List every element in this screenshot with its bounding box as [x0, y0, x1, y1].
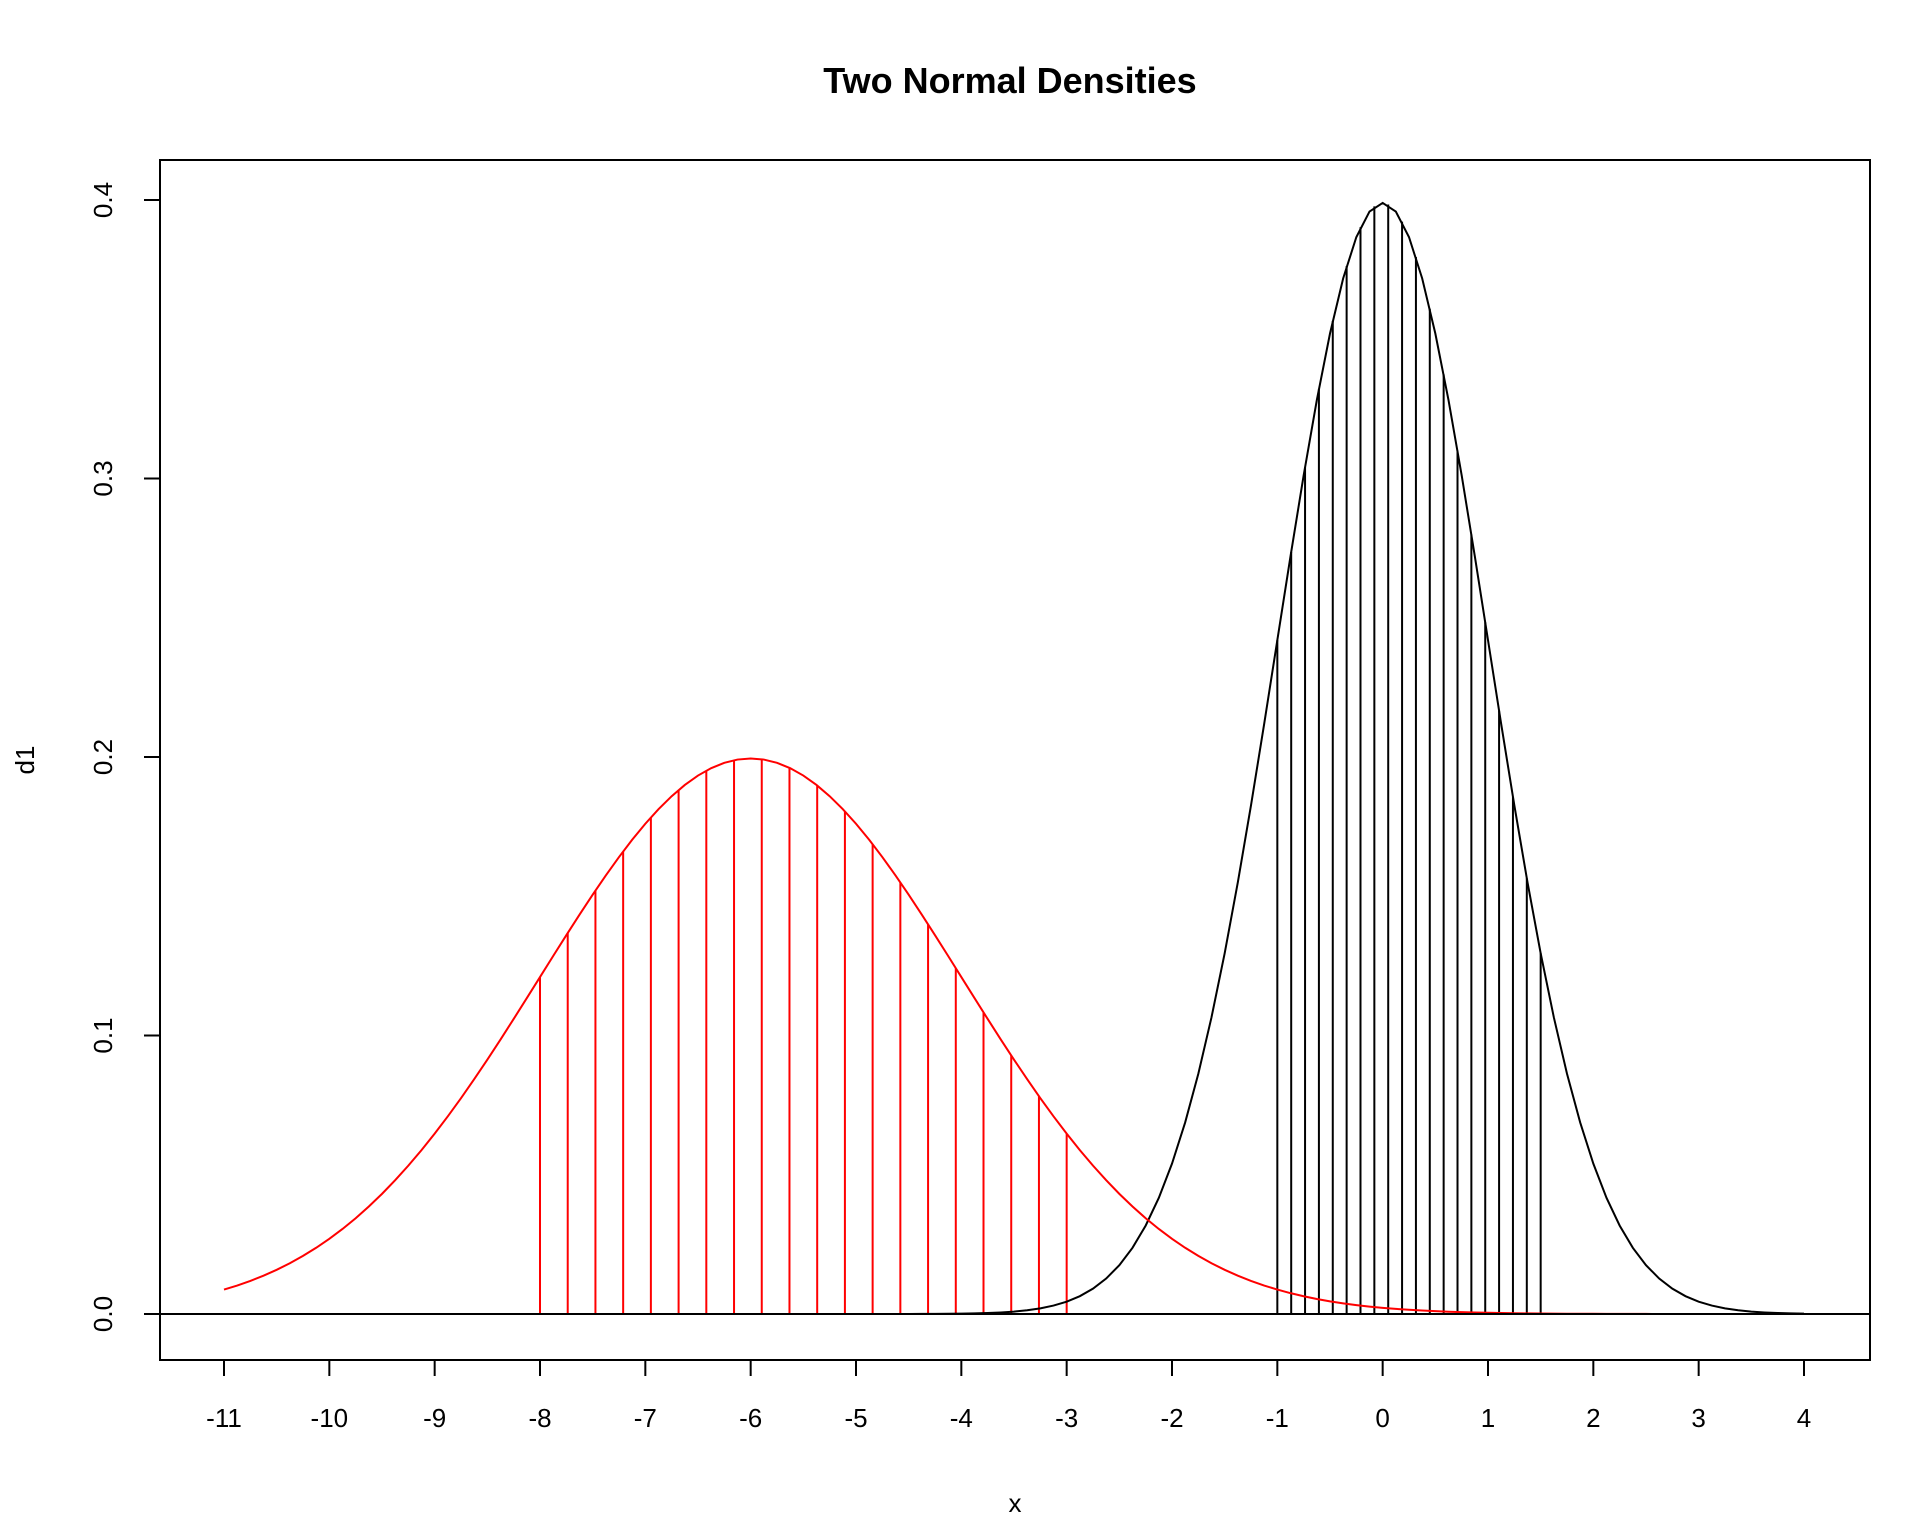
- x-tick-label: -7: [634, 1403, 657, 1433]
- y-axis-label: d1: [10, 746, 40, 775]
- y-tick-label: 0.4: [88, 182, 118, 218]
- x-axis-label: x: [1009, 1488, 1022, 1518]
- curve-layer: [223, 201, 1805, 1315]
- y-axis: 0.0 0.1 0.2 0.3 0.4: [88, 182, 160, 1332]
- x-tick-label: -6: [739, 1403, 762, 1433]
- x-tick-label: -5: [844, 1403, 867, 1433]
- plot-frame: [159, 159, 1871, 1361]
- x-tick-label: 2: [1586, 1403, 1600, 1433]
- x-tick-label: 3: [1691, 1403, 1705, 1433]
- x-axis: -11 -10 -9 -8 -7 -6 -5 -4 -3 -2 -1 0 1 2 3 4: [206, 1360, 1811, 1433]
- chart-title: Two Normal Densities: [823, 60, 1196, 101]
- x-tick-label: -2: [1160, 1403, 1183, 1433]
- y-tick-label: 0.3: [88, 460, 118, 496]
- x-tick-label: -3: [1055, 1403, 1078, 1433]
- y-tick-label: 0.0: [88, 1296, 118, 1332]
- x-tick-label: -10: [311, 1403, 349, 1433]
- x-tick-label: 1: [1481, 1403, 1495, 1433]
- y-tick-label: 0.1: [88, 1017, 118, 1053]
- x-tick-label: 4: [1797, 1403, 1811, 1433]
- hatch-layer: [539, 204, 1542, 1314]
- density-curve-0: [224, 201, 1805, 1315]
- x-tick-label: -9: [423, 1403, 446, 1433]
- x-tick-label: -11: [206, 1403, 242, 1433]
- x-tick-label: 0: [1375, 1403, 1389, 1433]
- x-tick-label: -1: [1266, 1403, 1289, 1433]
- density-curve-1: [223, 757, 1804, 1315]
- x-tick-label: -8: [528, 1403, 551, 1433]
- x-tick-label: -4: [950, 1403, 973, 1433]
- y-tick-label: 0.2: [88, 739, 118, 775]
